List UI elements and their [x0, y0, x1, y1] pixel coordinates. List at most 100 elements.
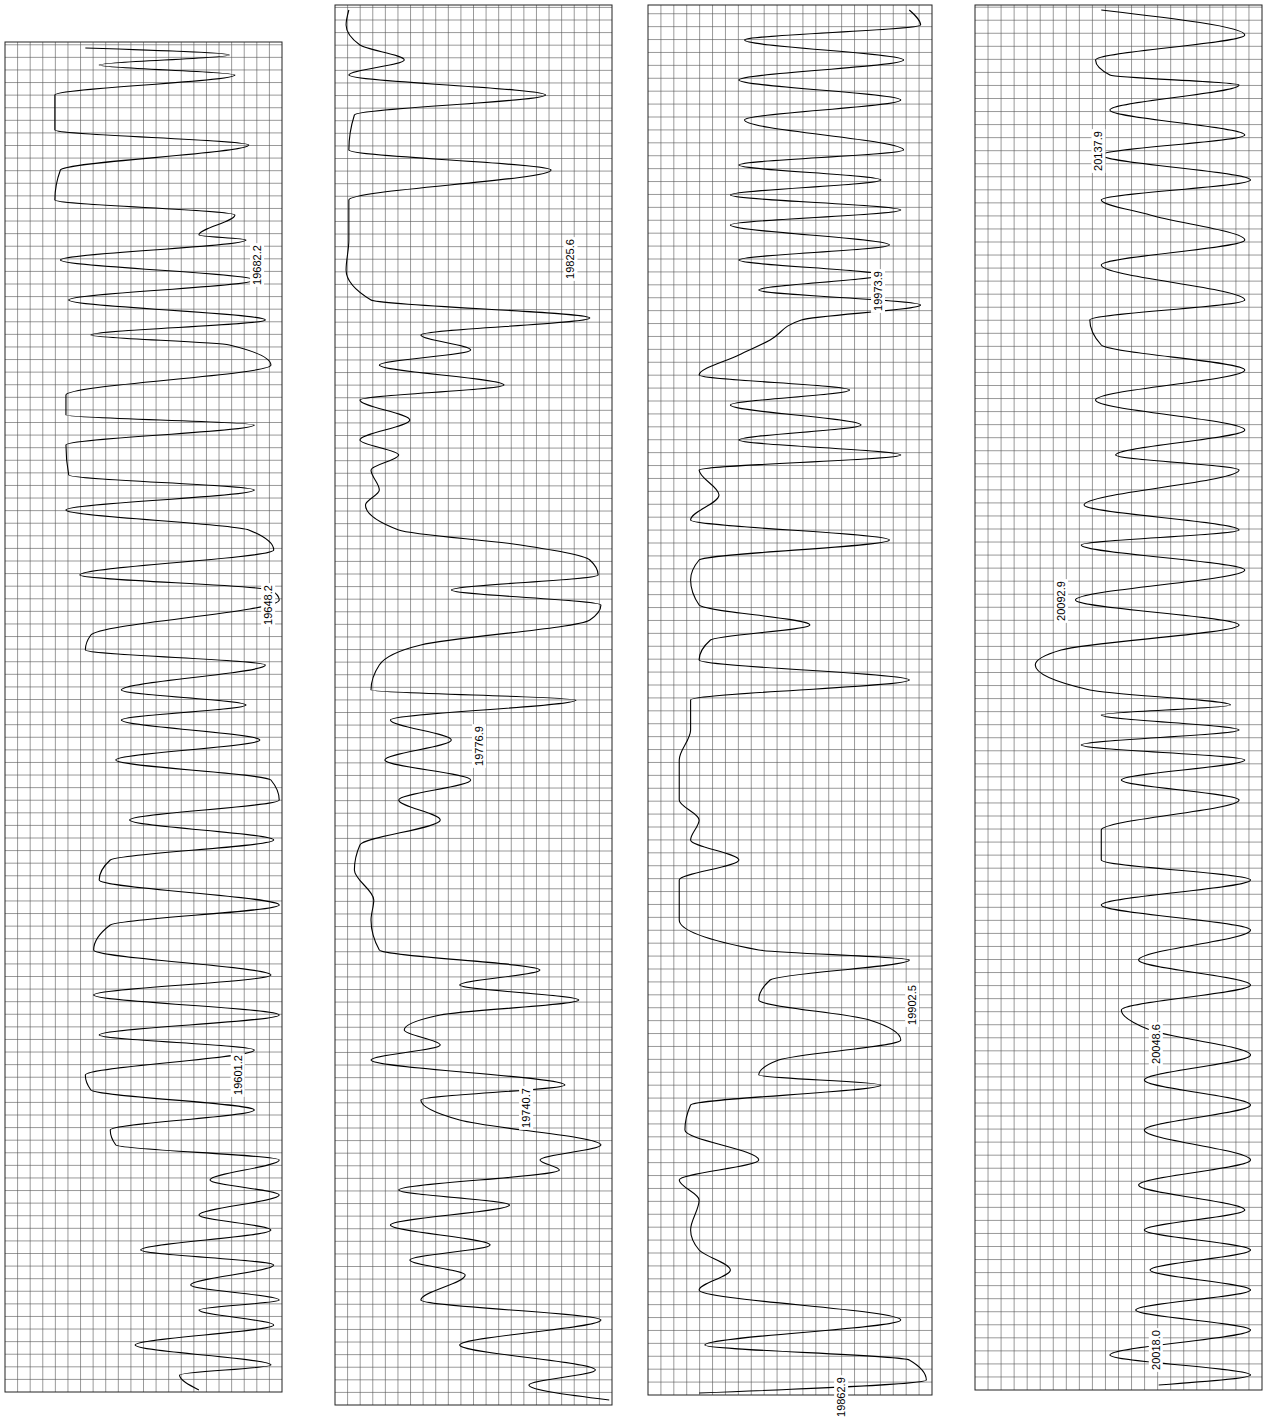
wavenumber-label: 19825.6: [564, 239, 576, 279]
grid-line: [335, 120, 612, 121]
paper: [648, 5, 932, 1395]
grid-line: [586, 5, 587, 1405]
grid-line: [648, 1033, 932, 1034]
annotation: 20137.9: [1091, 129, 1105, 173]
grid-line: [5, 1165, 282, 1166]
grid-line: [648, 1317, 932, 1318]
grid-line: [975, 933, 1262, 934]
grid-line: [335, 1102, 612, 1103]
grid-line: [335, 334, 612, 335]
grid-line: [648, 65, 932, 66]
label-patch: [231, 1053, 245, 1097]
grid-line: [1222, 5, 1223, 1390]
grid-line: [335, 448, 612, 449]
grid-line: [975, 59, 1262, 60]
grid-line: [648, 775, 932, 776]
grid-line: [975, 1194, 1262, 1195]
label-patch: [250, 243, 264, 287]
grid-line: [5, 1052, 282, 1053]
annotations: 19682.219648.219601.2: [231, 243, 275, 1097]
grid-line: [460, 5, 461, 1405]
grid-line: [648, 594, 932, 595]
grid-line: [486, 5, 487, 1405]
grid-line: [975, 1011, 1262, 1012]
grid-line: [648, 181, 932, 182]
grid-line: [5, 1026, 282, 1027]
grid-line: [335, 309, 612, 310]
grid-line: [975, 607, 1262, 608]
grid-line: [335, 95, 612, 96]
grid-line: [648, 956, 932, 957]
grid-line: [335, 1190, 612, 1191]
label-patch: [1149, 1022, 1163, 1066]
grid-line: [5, 334, 282, 335]
grid-line: [1014, 5, 1015, 1390]
grid-line: [5, 649, 282, 650]
grid-line: [335, 183, 612, 184]
grid-line: [815, 5, 816, 1395]
grid-line: [648, 155, 932, 156]
grid-line: [648, 362, 932, 363]
annotation: 20048.6: [1149, 1022, 1163, 1066]
grid-line: [975, 1233, 1262, 1234]
grid-line: [975, 581, 1262, 582]
grid-line: [5, 1152, 282, 1153]
grid-line: [975, 829, 1262, 830]
grid-line: [5, 510, 282, 511]
grid-line: [335, 297, 612, 298]
label-patch: [871, 269, 885, 313]
grid-line: [5, 221, 282, 222]
grid-line: [893, 5, 894, 1395]
label-patch: [834, 1375, 848, 1419]
grid-line: [335, 951, 612, 952]
grid-line: [335, 82, 612, 83]
grid-line: [335, 1115, 612, 1116]
grid-line: [335, 347, 612, 348]
grid-line: [5, 208, 282, 209]
grid-line: [536, 5, 537, 1405]
grid-line: [975, 1155, 1262, 1156]
grid-line: [975, 842, 1262, 843]
grid-line: [335, 964, 612, 965]
grid-line: [335, 196, 612, 197]
grid-line: [335, 422, 612, 423]
grid-line: [975, 424, 1262, 425]
grid-line: [335, 599, 612, 600]
grid-line: [5, 1190, 282, 1191]
grid-line: [5, 1253, 282, 1254]
grid-line: [648, 465, 932, 466]
grid-line: [523, 5, 524, 1405]
grid-line: [335, 473, 612, 474]
grid-line: [648, 1136, 932, 1137]
grid-line: [648, 659, 932, 660]
grid-line: [5, 1316, 282, 1317]
grid-line: [5, 1215, 282, 1216]
grid-line: [648, 297, 932, 298]
grid-line: [5, 573, 282, 574]
grid-line: [335, 410, 612, 411]
grid-line: [988, 5, 989, 1390]
grid-line: [5, 686, 282, 687]
grid-line: [975, 1272, 1262, 1273]
grid-line: [5, 951, 282, 952]
grid-line: [360, 5, 361, 1405]
grid-line: [5, 1329, 282, 1330]
grid-line: [5, 1240, 282, 1241]
grid-line: [648, 375, 932, 376]
grid-line: [335, 221, 612, 222]
grid-line: [648, 917, 932, 918]
grid-line: [5, 321, 282, 322]
grid-line: [5, 926, 282, 927]
grid-line: [975, 46, 1262, 47]
grid-line: [802, 5, 803, 1395]
grid-line: [975, 1181, 1262, 1182]
grid-line: [5, 749, 282, 750]
grid-line: [231, 42, 232, 1392]
grid-line: [975, 463, 1262, 464]
grid-line: [648, 1111, 932, 1112]
grid-line: [335, 1027, 612, 1028]
spectrum-trace: [1035, 10, 1250, 1385]
grid-line: [648, 1330, 932, 1331]
grid-line: [648, 517, 932, 518]
strip-panel: 20137.920092.920048.620018.0: [975, 5, 1262, 1390]
